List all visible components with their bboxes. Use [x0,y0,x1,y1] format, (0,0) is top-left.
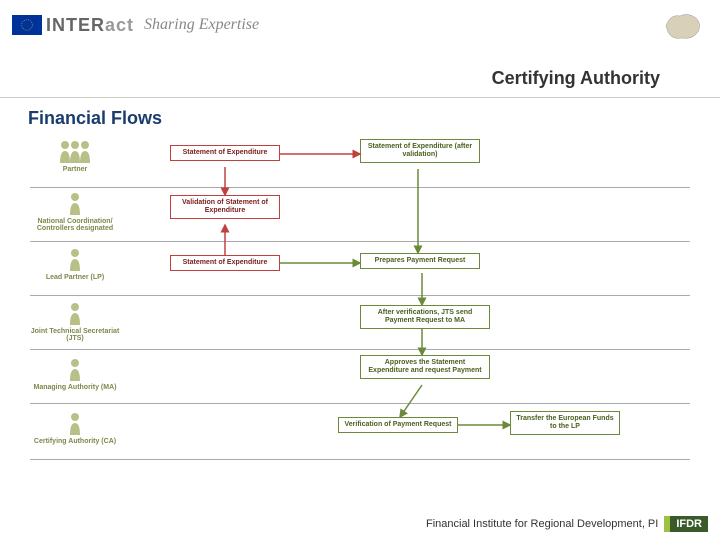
actor: Managing Authority (MA) [30,357,120,391]
flow-box: After verifications, JTS send Payment Re… [360,305,490,329]
flow-box: Statement of Expenditure [170,255,280,271]
ifdr-badge: IFDR [664,516,708,532]
tagline: Sharing Expertise [144,16,259,34]
footer-text: Financial Institute for Regional Develop… [426,518,658,530]
flow-box: Verification of Payment Request [338,417,458,433]
header: INTERact Sharing Expertise [0,0,720,50]
flow-diagram: Partner National Coordination/ Controller… [30,139,690,469]
row-divider [30,403,690,404]
actor: Joint Technical Secretariat (JTS) [30,301,120,342]
logo-text: INTERact [46,15,134,36]
actor: Lead Partner (LP) [30,247,120,281]
eu-flag-icon [12,15,42,35]
flow-box: Validation of Statement of Expenditure [170,195,280,219]
row-divider [30,187,690,188]
footer: Financial Institute for Regional Develop… [426,516,708,532]
row-divider [30,295,690,296]
actor: National Coordination/ Controllers desig… [30,191,120,232]
row-divider [30,349,690,350]
flow-box: Transfer the European Funds to the LP [510,411,620,435]
actor: Certifying Authority (CA) [30,411,120,445]
page-title: Certifying Authority [0,50,720,98]
flow-box: Statement of Expenditure (after validati… [360,139,480,163]
row-divider [30,241,690,242]
section-title: Financial Flows [0,98,720,135]
row-divider [30,459,690,460]
europe-map-icon [658,6,708,46]
flow-box: Prepares Payment Request [360,253,480,269]
actor: Partner [30,139,120,173]
flow-box: Statement of Expenditure [170,145,280,161]
flow-box: Approves the Statement Expenditure and r… [360,355,490,379]
logo: INTERact [12,15,134,36]
